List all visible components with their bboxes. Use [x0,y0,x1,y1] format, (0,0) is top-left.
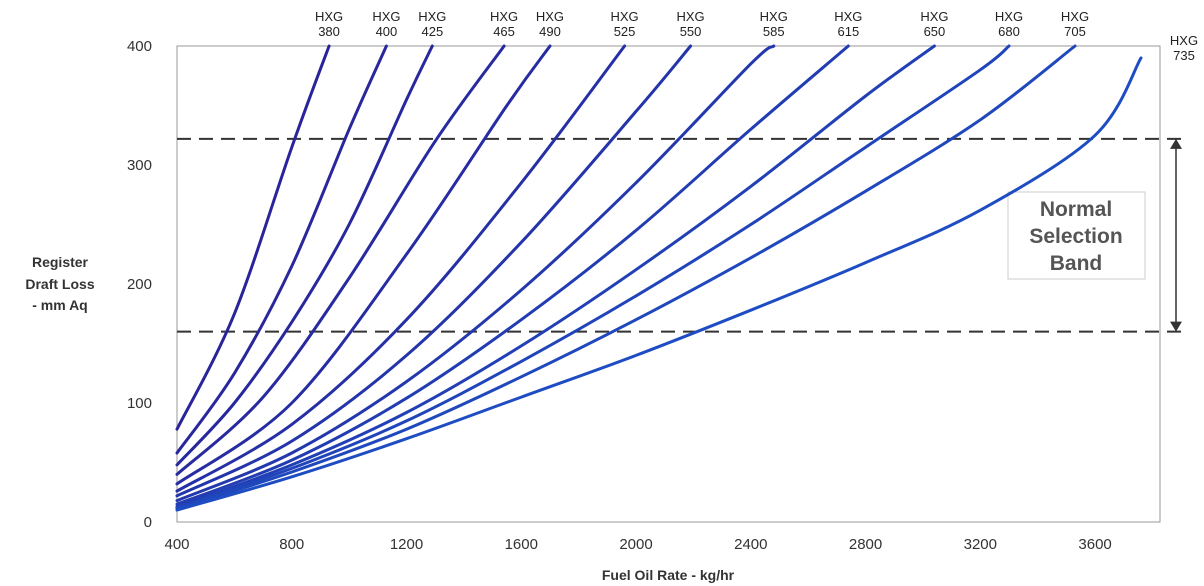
curve-label-hxg-650: HXG [920,9,948,24]
y-axis-title-line-3: - mm Aq [32,297,87,313]
curve-label-hxg-735: 735 [1173,48,1195,63]
x-axis-title: Fuel Oil Rate - kg/hr [602,567,735,583]
curve-label-hxg-525: 525 [614,24,636,39]
curve-label-hxg-680: 680 [998,24,1020,39]
curve-label-hxg-615: 615 [837,24,859,39]
y-tick-label: 300 [127,157,152,174]
x-tick-label: 400 [164,536,189,553]
x-tick-label: 1600 [505,536,538,553]
curve-label-hxg-380: HXG [315,9,343,24]
y-tick-label: 100 [127,395,152,412]
band-label-line: Band [1050,252,1103,275]
curve-hxg-705 [175,44,1077,511]
curve-hxg-380 [175,44,331,431]
curve-hxg-735 [175,56,1143,512]
band-label-line: Selection [1029,225,1122,248]
curve-label-hxg-425: 425 [421,24,443,39]
curve-label-hxg-550: 550 [680,24,702,39]
curve-hxg-425 [175,44,434,467]
curve-label-hxg-465: 465 [493,24,515,39]
normal-selection-band: Normal Selection Band [177,137,1182,333]
curve-hxg-465 [175,44,506,476]
x-tick-label: 3600 [1078,536,1111,553]
band-arrow-head-up [1170,138,1182,149]
curve-label-hxg-425: HXG [418,9,446,24]
curve-label-hxg-490: 490 [539,24,561,39]
plot-frame [176,45,1161,523]
curve-label-hxg-705: HXG [1061,9,1089,24]
x-tick-label: 2400 [734,536,767,553]
curve-hxg-550 [175,44,693,498]
x-axis-ticks: 400 800 1200 1600 2000 2400 2800 3200 3600 [164,536,1111,553]
x-tick-label: 3200 [964,536,997,553]
curve-label-hxg-525: HXG [610,9,638,24]
curve-hxg-400 [175,44,388,455]
curve-label-hxg-380: 380 [318,24,340,39]
x-tick-label: 1200 [390,536,423,553]
curve-label-hxg-550: HXG [676,9,704,24]
y-tick-label: 0 [144,514,152,531]
curve-hxg-490 [175,44,552,486]
curve-label-hxg-680: HXG [995,9,1023,24]
curve-hxg-680 [175,44,1011,510]
y-tick-label: 400 [127,38,152,55]
curve-hxg-525 [175,44,627,493]
curve-label-hxg-585: 585 [763,24,785,39]
curves-group [175,44,1143,512]
curve-labels-group: HXG380HXG400HXG425HXG465HXG490HXG525HXG5… [315,9,1198,63]
curve-label-hxg-400: HXG [372,9,400,24]
y-axis-title-line-1: Register [32,254,89,270]
curve-hxg-615 [175,44,850,506]
curve-label-hxg-400: 400 [376,24,398,39]
curve-label-hxg-650: 650 [924,24,946,39]
x-tick-label: 800 [279,536,304,553]
y-tick-label: 200 [127,276,152,293]
curve-hxg-585 [175,44,776,503]
band-label-box [1007,191,1146,280]
band-label-line: Normal [1040,198,1112,221]
x-tick-label: 2800 [849,536,882,553]
y-axis-title-line-2: Draft Loss [25,276,94,292]
curve-label-hxg-735: HXG [1170,33,1198,48]
curve-hxg-650 [175,44,936,508]
curve-label-hxg-705: 705 [1064,24,1086,39]
band-arrow-head-down [1170,321,1182,332]
curve-label-hxg-585: HXG [760,9,788,24]
curve-label-hxg-465: HXG [490,9,518,24]
curve-label-hxg-490: HXG [536,9,564,24]
y-axis-ticks: 0 100 200 300 400 [127,38,152,531]
curve-label-hxg-615: HXG [834,9,862,24]
x-tick-label: 2000 [619,536,652,553]
